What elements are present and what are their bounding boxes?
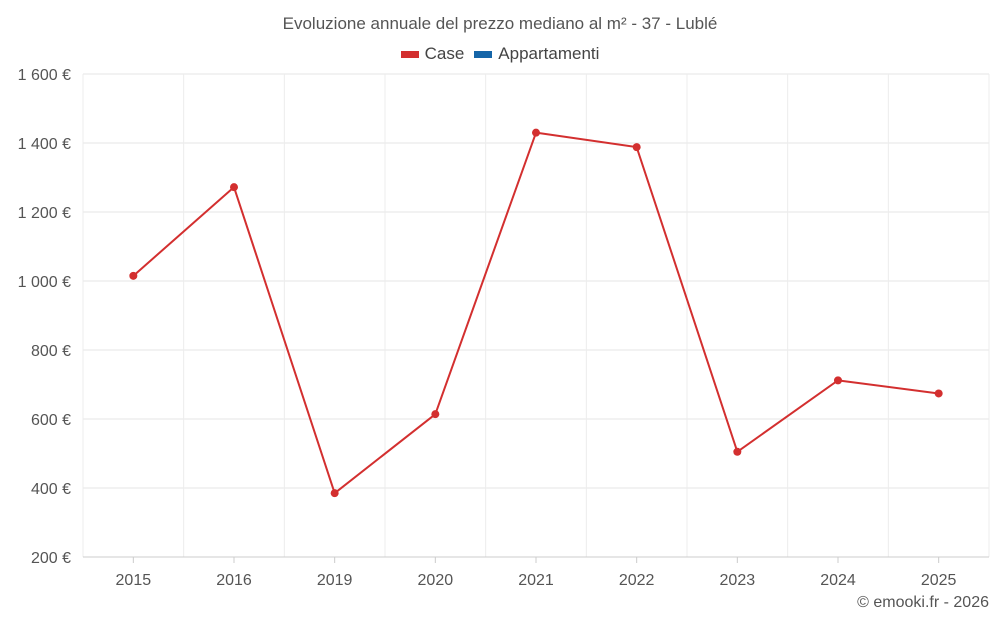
legend-swatch-case bbox=[400, 50, 419, 58]
data-point bbox=[632, 143, 641, 152]
legend-label-appartamenti: Appartamenti bbox=[498, 44, 600, 63]
x-tick-label: 2024 bbox=[820, 572, 856, 589]
data-point bbox=[129, 271, 138, 280]
legend-swatch-appartamenti bbox=[474, 50, 493, 58]
data-point bbox=[230, 183, 238, 192]
y-tick-label: 200 € bbox=[31, 550, 71, 567]
y-tick-label: 1 600 € bbox=[18, 67, 71, 84]
x-tick-label: 2019 bbox=[317, 572, 353, 589]
legend: Case Appartamenti bbox=[0, 44, 1000, 64]
data-point bbox=[934, 389, 943, 398]
legend-item-appartamenti[interactable]: Appartamenti bbox=[474, 44, 599, 64]
y-tick-label: 1 000 € bbox=[18, 274, 71, 291]
chart-title: Evoluzione annuale del prezzo mediano al… bbox=[282, 14, 718, 33]
data-point bbox=[532, 128, 540, 137]
x-tick-label: 2016 bbox=[216, 572, 252, 589]
x-tick-label: 2021 bbox=[518, 572, 554, 589]
x-tick-label: 2025 bbox=[921, 572, 957, 589]
y-tick-label: 400 € bbox=[31, 481, 71, 498]
series-line-case bbox=[132, 131, 939, 495]
x-tick-label: 2015 bbox=[116, 572, 152, 589]
data-point bbox=[733, 447, 742, 456]
x-tick-label: 2020 bbox=[418, 572, 454, 589]
data-point bbox=[834, 376, 842, 385]
data-point bbox=[330, 489, 339, 498]
x-tick-label: 2023 bbox=[720, 572, 756, 589]
y-tick-label: 800 € bbox=[31, 343, 71, 360]
y-tick-label: 1 200 € bbox=[18, 205, 71, 222]
legend-item-case[interactable]: Case bbox=[400, 44, 465, 64]
y-tick-label: 1 400 € bbox=[18, 136, 71, 153]
data-point bbox=[431, 410, 440, 419]
legend-label-case: Case bbox=[424, 44, 465, 63]
credit: © emooki.fr - 2026 bbox=[857, 594, 989, 611]
y-tick-label: 600 € bbox=[31, 412, 71, 429]
x-tick-label: 2022 bbox=[619, 572, 655, 589]
